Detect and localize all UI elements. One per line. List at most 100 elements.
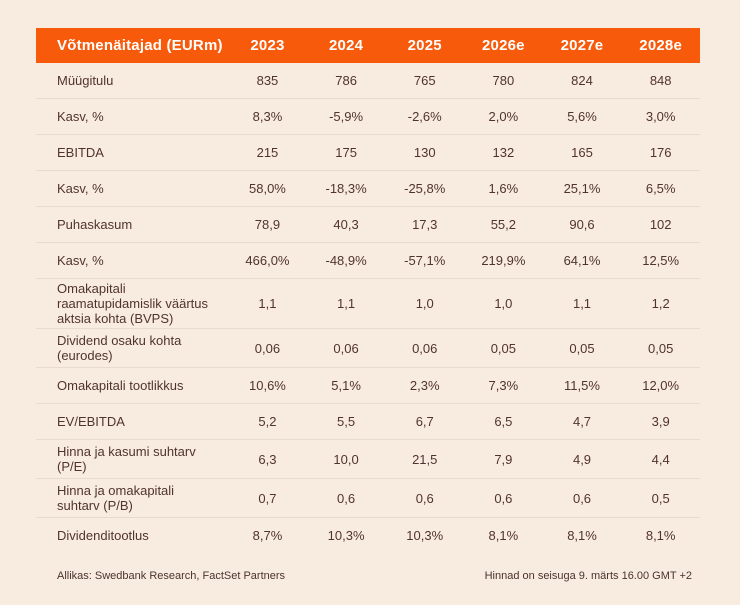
table-header-row: Võtmenäitajad (EURm) 2023 2024 2025 2026… (36, 28, 700, 63)
cell-value: 8,1% (645, 528, 676, 543)
table-row-pe: Hinna ja kasumi suhtarv (P/E) 6,3 10,0 2… (36, 440, 700, 479)
cell-value: 6,7 (415, 414, 434, 429)
table-row-pb: Hinna ja omakapitali suhtarv (P/B) 0,7 0… (36, 479, 700, 518)
row-label: Omakapitali tootlikkus (57, 378, 184, 393)
row-label: Kasv, % (57, 181, 104, 196)
col-header-2024: 2024 (306, 28, 386, 63)
cell-value: 6,5% (645, 181, 676, 196)
cell-value: 0,6 (337, 490, 356, 506)
cell-value: 78,9 (254, 217, 281, 232)
col-header-2028e: 2028e (621, 28, 700, 63)
table-row-kasv-3: Kasv, % 466,0% -48,9% -57,1% 219,9% 64,1… (36, 243, 700, 279)
col-header-2023: 2023 (228, 28, 307, 63)
cell-value: 7,9 (494, 451, 513, 467)
cell-value: -57,1% (404, 253, 446, 268)
cell-value: 7,3% (488, 378, 519, 393)
table-row-kasv-2: Kasv, % 58,0% -18,3% -25,8% 1,6% 25,1% 6… (36, 171, 700, 207)
cell-value: 0,06 (333, 340, 359, 356)
table-row-dividend-osaku-kohta: Dividend osaku kohta (eurodes) 0,06 0,06… (36, 329, 700, 368)
cell-value: 6,3 (258, 451, 277, 467)
key-figures-table: Võtmenäitajad (EURm) 2023 2024 2025 2026… (36, 28, 700, 553)
cell-value: 5,5 (337, 414, 356, 429)
table-row-dividenditootlus: Dividenditootlus 8,7% 10,3% 10,3% 8,1% 8… (36, 518, 700, 554)
table-row-puhaskasum: Puhaskasum 78,9 40,3 17,3 55,2 90,6 102 (36, 207, 700, 243)
cell-value: 215 (256, 145, 279, 160)
cell-value: 1,0 (494, 296, 513, 311)
cell-value: 848 (649, 73, 672, 88)
row-label: Hinna ja kasumi suhtarv (P/E) (57, 444, 196, 474)
cell-value: 0,06 (412, 340, 438, 356)
source-note: Allikas: Swedbank Research, FactSet Part… (57, 570, 286, 582)
table-row-kasv-1: Kasv, % 8,3% -5,9% -2,6% 2,0% 5,6% 3,0% (36, 99, 700, 135)
cell-value: 0,05 (490, 340, 517, 356)
cell-value: 1,1 (258, 296, 277, 311)
cell-value: 219,9% (481, 253, 526, 268)
cell-value: 58,0% (249, 181, 286, 196)
cell-value: 4,7 (572, 414, 592, 429)
cell-value: -5,9% (329, 109, 364, 124)
cell-value: 3,9 (651, 414, 670, 429)
cell-value: 0,05 (569, 340, 595, 356)
table-header-label: Võtmenäitajad (EURm) (36, 28, 229, 63)
cell-value: 1,6% (488, 181, 519, 196)
table-row-omakapitali-tootlikkus: Omakapitali tootlikkus 10,6% 5,1% 2,3% 7… (36, 368, 700, 404)
cell-value: 5,6% (567, 109, 597, 124)
cell-value: 12,0% (642, 378, 680, 393)
table-footer: Allikas: Swedbank Research, FactSet Part… (36, 570, 692, 582)
cell-value: 17,3 (412, 217, 438, 232)
cell-value: 64,1% (563, 253, 601, 268)
cell-value: 2,3% (409, 378, 440, 393)
cell-value: 11,5% (564, 378, 600, 393)
cell-value: 0,06 (254, 340, 281, 356)
cell-value: 0,05 (648, 340, 674, 356)
cell-value: -25,8% (404, 181, 446, 196)
cell-value: 0,7 (258, 490, 277, 506)
cell-value: 1,1 (337, 296, 356, 311)
col-header-2025: 2025 (385, 28, 465, 63)
cell-value: 466,0% (245, 253, 290, 268)
cell-value: -2,6% (407, 109, 442, 124)
cell-value: 8,3% (252, 109, 283, 124)
row-label: Dividenditootlus (57, 528, 149, 543)
cell-value: 8,1% (567, 528, 597, 543)
cell-value: 90,6 (569, 217, 595, 232)
col-header-2026e: 2026e (464, 28, 543, 63)
row-label: Kasv, % (57, 253, 104, 268)
cell-value: 780 (492, 73, 515, 88)
cell-value: 10,3% (327, 528, 365, 543)
row-label: Kasv, % (57, 109, 104, 124)
cell-value: 21,5 (412, 451, 438, 467)
cell-value: 10,6% (249, 378, 286, 393)
cell-value: 8,7% (252, 528, 283, 543)
cell-value: 5,2 (258, 414, 277, 429)
cell-value: 176 (649, 145, 672, 160)
row-label: Dividend osaku kohta (eurodes) (57, 333, 182, 363)
cell-value: 0,6 (572, 490, 592, 506)
cell-value: 8,1% (488, 528, 519, 543)
cell-value: 824 (571, 73, 593, 88)
table-row-ebitda: EBITDA 215 175 130 132 165 176 (36, 135, 700, 171)
cell-value: 25,1% (563, 181, 601, 196)
cell-value: -18,3% (325, 181, 367, 196)
cell-value: 40,3 (333, 217, 359, 232)
row-label: Omakapitali raamatupidamislik väärtus ak… (57, 281, 209, 326)
cell-value: 5,1% (331, 378, 361, 393)
row-label: Müügitulu (57, 73, 114, 88)
col-header-2027e: 2027e (542, 28, 622, 63)
cell-value: 12,5% (642, 253, 680, 268)
cell-value: 10,0 (333, 451, 359, 467)
price-timestamp-note: Hinnad on seisuga 9. märts 16.00 GMT +2 (484, 570, 692, 582)
row-label: Puhaskasum (57, 217, 133, 232)
cell-value: 55,2 (490, 217, 517, 232)
cell-value: -48,9% (325, 253, 367, 268)
cell-value: 1,2 (651, 296, 670, 311)
table-row-muugitulu: Müügitulu 835 786 765 780 824 848 (36, 63, 700, 99)
table-row-ev-ebitda: EV/EBITDA 5,2 5,5 6,7 6,5 4,7 3,9 (36, 404, 700, 440)
cell-value: 132 (492, 145, 515, 160)
cell-value: 10,3% (406, 528, 444, 543)
row-label: Hinna ja omakapitali suhtarv (P/B) (57, 483, 175, 513)
cell-value: 3,0% (645, 109, 676, 124)
row-label: EV/EBITDA (57, 414, 125, 429)
cell-value: 6,5 (494, 414, 513, 429)
